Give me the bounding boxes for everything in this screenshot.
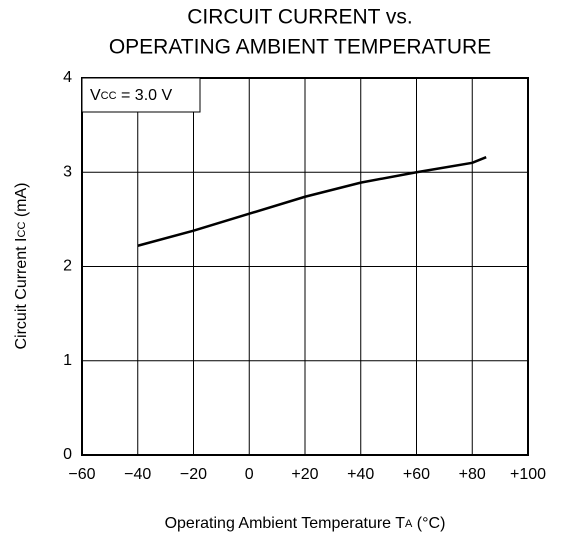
- x-tick-label: −60: [68, 466, 95, 483]
- x-tick-label: +40: [347, 466, 374, 483]
- x-tick-label: +60: [403, 466, 430, 483]
- y-axis-label: Circuit Current ICC (mA): [13, 182, 30, 349]
- x-axis-label-part: (°C): [412, 515, 445, 532]
- chart-title: CIRCUIT CURRENT vs.: [187, 6, 413, 29]
- y-tick-label: 2: [63, 258, 72, 275]
- data-line: [138, 157, 486, 246]
- y-axis-label-part: Circuit Current I: [13, 237, 30, 349]
- annotation-part: = 3.0 V: [117, 87, 173, 104]
- x-tick-label: +20: [291, 466, 318, 483]
- annotation: VCC = 3.0 V: [90, 87, 172, 104]
- x-tick-label: −40: [124, 466, 151, 483]
- x-tick-label: +100: [510, 466, 546, 483]
- x-axis-label-part: Operating Ambient Temperature T: [165, 515, 406, 532]
- x-tick-label: 0: [245, 466, 254, 483]
- x-axis-label: Operating Ambient Temperature TA (°C): [165, 515, 446, 532]
- x-tick-label: +80: [459, 466, 486, 483]
- annotation-part: CC: [101, 90, 117, 102]
- y-tick-label: 1: [63, 352, 72, 369]
- y-axis-label-part: CC: [16, 222, 28, 238]
- chart-title: OPERATING AMBIENT TEMPERATURE: [109, 36, 491, 59]
- y-axis-label-part: (mA): [13, 182, 30, 221]
- y-tick-label: 0: [63, 446, 72, 463]
- y-tick-label: 4: [63, 69, 72, 86]
- annotation-part: V: [90, 87, 101, 104]
- x-tick-label: −20: [180, 466, 207, 483]
- y-tick-label: 3: [63, 163, 72, 180]
- chart: CIRCUIT CURRENT vs. OPERATING AMBIENT TEM…: [0, 0, 568, 544]
